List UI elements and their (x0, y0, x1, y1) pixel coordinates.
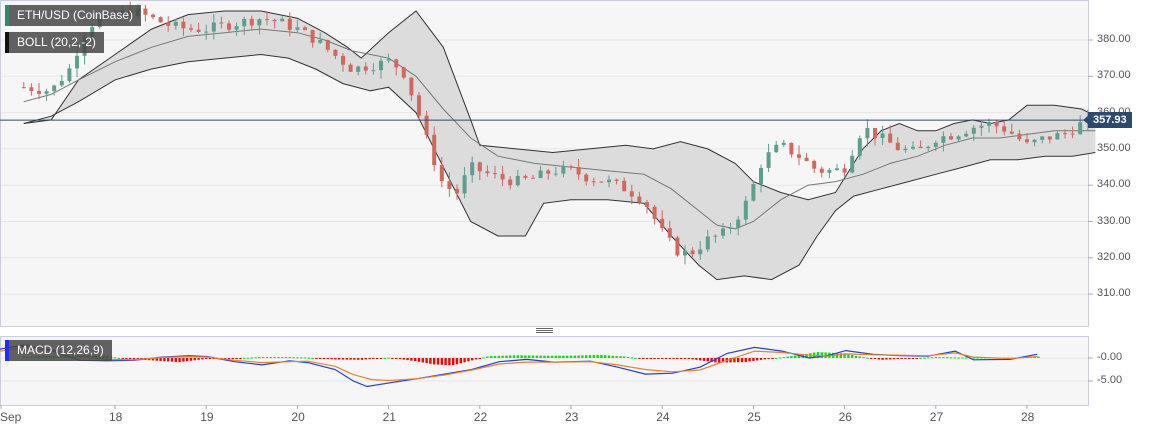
time-tick-label: 26 (838, 410, 852, 424)
price-tick-label: 370.00 (1097, 69, 1131, 82)
macd-pane-bg (0, 336, 1089, 406)
time-tick-label: 28 (1021, 410, 1035, 424)
time-tick-label: 24 (656, 410, 670, 424)
macd-color-marker (5, 340, 9, 361)
last-price-tag: 357.93 (1083, 112, 1132, 129)
price-tick-label: 320.00 (1097, 250, 1131, 263)
macd-tick-label: -0.00 (1097, 351, 1123, 363)
time-tick-label: Sep (0, 410, 22, 424)
macd-legend[interactable]: MACD (12,26,9) (5, 340, 112, 361)
price-tick-label: 380.00 (1097, 33, 1131, 45)
macd-lines (0, 344, 1038, 388)
time-tick-label: 21 (382, 410, 396, 424)
price-tick-label: 340.00 (1097, 178, 1131, 191)
price-tick-label: 350.00 (1097, 141, 1131, 154)
time-tick-label: 27 (929, 410, 944, 424)
time-tick-label: 19 (200, 410, 214, 424)
boll-label: BOLL (20,2,-2) (17, 35, 96, 49)
macd-label: MACD (12,26,9) (17, 343, 104, 357)
macd-tick-label: -5.00 (1097, 374, 1123, 386)
boll-legend[interactable]: BOLL (20,2,-2) (5, 32, 104, 53)
candlesticks (21, 1, 1090, 265)
signal-line (0, 345, 1038, 382)
time-tick-label: 25 (747, 410, 761, 424)
price-tick-label: 330.00 (1097, 214, 1131, 227)
time-tick-label: 18 (109, 410, 123, 424)
price-tick-label: 310.00 (1097, 287, 1131, 300)
time-tick-label: 20 (291, 410, 305, 424)
symbol-legend[interactable]: ETH/USD (CoinBase) (5, 5, 142, 26)
pane-resize-handle[interactable] (536, 328, 553, 333)
symbol-label: ETH/USD (CoinBase) (17, 8, 134, 22)
symbol-color-marker (5, 5, 9, 26)
x-axis (0, 405, 1028, 409)
bollinger-band (23, 10, 1096, 281)
boll-color-marker (5, 32, 9, 53)
time-tick-label: 22 (473, 410, 488, 424)
time-tick-label: 23 (565, 410, 579, 424)
